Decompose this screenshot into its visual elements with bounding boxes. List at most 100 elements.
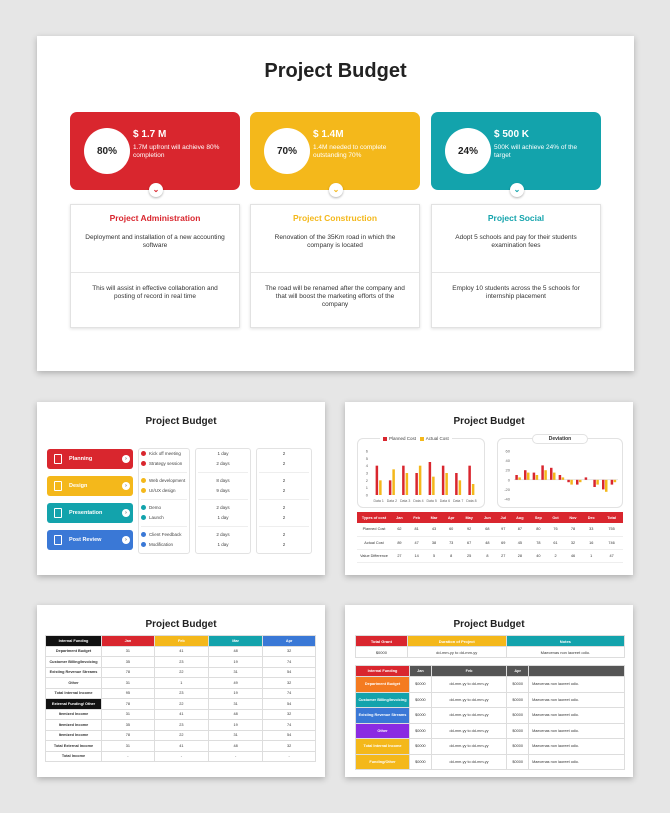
table-cell: Jul xyxy=(496,512,511,523)
table-cell: Other xyxy=(355,722,410,739)
table-header-row: Total Grant Duration of Project Notes xyxy=(355,635,626,647)
table-cell: Internal Funding xyxy=(355,665,410,677)
table-cell: 61 xyxy=(547,536,564,550)
card-detail-construction: Project Construction Renovation of the 3… xyxy=(250,204,420,328)
task-item: Web development xyxy=(141,478,185,483)
phase-design[interactable]: Design › xyxy=(47,476,133,496)
table-cell: Maecenas non laoreet odio. xyxy=(528,722,625,739)
table-cell: 31 xyxy=(101,708,155,720)
table-row: Itemized Income 35 23 19 74 xyxy=(45,719,316,731)
bar xyxy=(602,479,605,490)
divider xyxy=(141,472,187,473)
phase-planning[interactable]: Planning › xyxy=(47,449,133,469)
table-cell: 54 xyxy=(262,666,316,678)
table-cell: $0000 xyxy=(409,722,432,739)
task-dot-icon xyxy=(141,451,146,456)
chevron-down-icon[interactable]: ⌄ xyxy=(329,183,343,197)
task-duration: 1 day xyxy=(217,515,229,520)
table-cell: Feb xyxy=(407,512,426,523)
y-tick-label: 6 xyxy=(366,449,369,454)
table-cell: 74 xyxy=(262,656,316,668)
table-cell: 92 xyxy=(459,523,479,537)
table-cell: Dec xyxy=(582,512,601,523)
bar xyxy=(392,469,395,495)
table-cell: 41 xyxy=(153,708,209,720)
table-cell: 41 xyxy=(153,645,209,657)
table-cell: 73 xyxy=(442,536,460,550)
task-label: Launch xyxy=(149,515,164,520)
table-cell: Internal Funding xyxy=(45,635,102,647)
task-dot-icon xyxy=(141,532,146,537)
table-cell: dd-mm-yy to dd-mm-yy xyxy=(406,646,507,658)
card-amount: $ 1.7 M xyxy=(133,129,167,140)
table-cell: $0000 xyxy=(409,738,432,755)
task-duration: 8 days xyxy=(216,478,230,483)
chevron-down-icon[interactable]: ⌄ xyxy=(149,183,163,197)
funding-table: Internal Funding Jan Feb Mar Apr Department B… xyxy=(45,635,316,762)
table-cell: 8 xyxy=(442,549,460,563)
chevron-right-icon: › xyxy=(122,455,130,463)
y-tick-label: 5 xyxy=(366,456,369,461)
table-cell: 22 xyxy=(153,729,209,741)
table-cell: Jan xyxy=(391,512,408,523)
cost-table: Types of cost Jan Feb Mar Apr May Jun Jul Aug Sep… xyxy=(357,512,623,563)
bar xyxy=(471,484,475,495)
deviation-title: Deviation xyxy=(532,434,588,444)
phase-presentation[interactable]: Presentation › xyxy=(47,503,133,523)
divider xyxy=(259,526,309,527)
table-cell: Existing Revenue Streams xyxy=(45,666,102,678)
table-row: Customer Billing/Invoicing $0000 dd-mm-yy … xyxy=(355,691,625,708)
slide-title: Project Budget xyxy=(145,619,217,630)
table-cell: Maecenas non laoreet odio. xyxy=(528,707,625,724)
chevron-down-icon[interactable]: ⌄ xyxy=(510,183,524,197)
x-tick-label: Data 3 xyxy=(400,499,410,503)
charts-slide: Project Budget Planned Cost Actual Cost … xyxy=(345,402,633,575)
table-cell: Funding/Other xyxy=(355,753,410,770)
table-cell: 31 xyxy=(207,729,264,741)
task-count: 2 xyxy=(282,451,286,456)
task-dot-icon xyxy=(141,488,146,493)
timeline-column xyxy=(256,448,312,554)
bar xyxy=(596,479,599,485)
table-row: Existing Revenue Streams $0000 dd-mm-yy to… xyxy=(355,707,625,724)
table-cell: 74 xyxy=(262,719,316,731)
legend-swatch xyxy=(383,436,387,441)
bar xyxy=(558,475,562,480)
table-cell: 80 xyxy=(529,523,548,537)
table-cell: 31 xyxy=(101,645,155,657)
divider xyxy=(432,272,600,273)
table-cell: Aug xyxy=(510,512,530,523)
phase-label: Planning xyxy=(69,456,93,462)
table-row: Department Budget 31 41 48 32 xyxy=(45,645,316,657)
bar xyxy=(441,465,445,495)
card-detail-social: Project Social Adopt 5 schools and pay f… xyxy=(431,204,601,328)
table-cell: Total Income xyxy=(45,750,102,762)
y-tick-label: -40 xyxy=(504,497,511,502)
table-cell: Department Budget xyxy=(45,645,102,657)
bar xyxy=(379,480,382,495)
table-cell: 97 xyxy=(496,523,511,537)
table-cell: 14 xyxy=(407,549,426,563)
task-dot-icon xyxy=(141,461,146,466)
card-amount: $ 1.4M xyxy=(313,129,344,140)
legend-actual: Actual Cost xyxy=(425,436,449,441)
table-cell: 33 xyxy=(582,523,601,537)
bar xyxy=(544,470,547,480)
table-cell: Maecenas non laoreet odio. xyxy=(505,646,626,658)
divider xyxy=(198,526,248,527)
card-desc: 1.7M upfront will achieve 80% completion xyxy=(133,144,220,159)
table-cell: 87 xyxy=(510,523,530,537)
table-cell: 78 xyxy=(101,698,155,710)
legend-planned: Planned Cost xyxy=(389,436,417,441)
table-row: Total External Income 31 41 48 32 xyxy=(45,740,316,752)
bar xyxy=(515,475,518,480)
bar xyxy=(415,473,418,495)
bar xyxy=(445,473,448,495)
deviation-chart: 60 40 20 0 -20 -40 xyxy=(504,449,618,502)
table-cell: $0000 xyxy=(409,753,432,770)
table-cell: 62 xyxy=(391,523,408,537)
divider xyxy=(251,272,419,273)
table-cell: 23 xyxy=(153,687,209,699)
phase-post-review[interactable]: Post Review › xyxy=(47,530,133,550)
table-cell: Value Difference xyxy=(357,549,391,563)
